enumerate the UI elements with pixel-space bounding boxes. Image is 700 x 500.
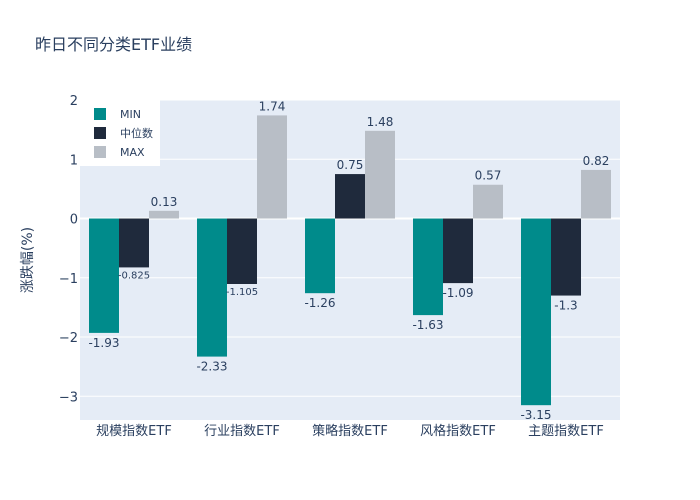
bar [257, 115, 287, 219]
data-labels: -1.93 -0.825 0.13 -2.33 -1.105 1.74 -1.26 0.75 1… [88, 99, 609, 422]
bar [365, 130, 395, 219]
y-tick-label: 2 [70, 94, 78, 109]
bar [473, 184, 503, 219]
bar [521, 218, 551, 406]
y-tick-label: −3 [59, 390, 78, 405]
data-label: -1.26 [304, 296, 335, 310]
y-tick-label: 0 [70, 213, 78, 228]
data-label: -0.825 [118, 270, 150, 281]
bar [119, 218, 149, 268]
y-axis-label: 涨跌幅(%) [20, 227, 36, 293]
x-tick-label: 规模指数ETF [96, 424, 172, 439]
data-label: 0.75 [337, 158, 364, 172]
bar [227, 218, 257, 284]
data-label: -1.09 [442, 286, 473, 300]
data-label: -3.15 [520, 408, 551, 422]
y-tick-label: −1 [59, 272, 78, 287]
chart-title: 昨日不同分类ETF业绩 [35, 35, 192, 54]
x-axis: 规模指数ETF 行业指数ETF 策略指数ETF 风格指数ETF 主题指数ETF [96, 423, 604, 439]
x-tick-label: 风格指数ETF [420, 423, 496, 439]
data-label: 0.82 [583, 154, 610, 168]
legend-swatch [94, 108, 106, 120]
bar [443, 218, 473, 284]
bar [551, 218, 581, 296]
legend-entry: MIN [120, 108, 141, 121]
x-tick-label: 主题指数ETF [528, 424, 604, 439]
y-axis: −3 −2 −1 0 1 2 [59, 94, 78, 405]
data-label: -1.105 [226, 287, 258, 298]
data-label: -1.63 [412, 318, 443, 332]
legend-box [80, 100, 160, 166]
data-label: 0.13 [151, 195, 178, 209]
legend-entry: MAX [120, 146, 145, 159]
bar [581, 169, 611, 219]
bars [89, 115, 611, 406]
bar [305, 218, 335, 294]
legend: MIN 中位数 MAX [80, 100, 160, 166]
data-label: -1.3 [554, 299, 577, 313]
data-label: 0.57 [475, 169, 502, 183]
x-tick-label: 行业指数ETF [204, 424, 280, 439]
y-tick-label: 1 [70, 153, 78, 168]
bar [89, 218, 119, 333]
bar [413, 218, 443, 316]
bar [197, 218, 227, 357]
y-tick-label: −2 [59, 331, 78, 346]
legend-swatch [94, 127, 106, 139]
bar [335, 174, 365, 219]
legend-swatch [94, 146, 106, 158]
data-label: -2.33 [196, 360, 227, 374]
data-label: 1.74 [259, 99, 286, 113]
x-tick-label: 策略指数ETF [312, 423, 388, 439]
bar [149, 210, 179, 219]
data-label: 1.48 [367, 115, 394, 129]
data-label: -1.93 [88, 336, 119, 350]
legend-entry: 中位数 [120, 126, 153, 140]
